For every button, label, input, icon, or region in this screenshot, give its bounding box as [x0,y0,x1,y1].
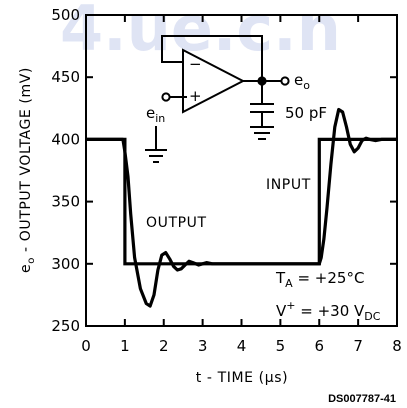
plus-input-sign: + [189,87,202,105]
watermark-text: 4.ue.c.n [60,0,341,65]
x-tick-label: 8 [392,337,402,355]
minus-input-sign: − [189,55,202,73]
x-tick-label: 1 [120,337,130,355]
op-amp-circuit [145,35,290,163]
x-tick-label: 6 [314,337,324,355]
x-tick-label: 7 [353,337,363,355]
y-tick-label: 250 [51,317,80,335]
series-line-output [86,107,397,308]
y-axis-label: eo - OUTPUT VOLTAGE (mV) [18,67,37,273]
plot-frame [85,14,398,327]
y-tick-label: 400 [51,130,80,148]
document-code: DS007787-41 [328,393,396,405]
output-label: OUTPUT [146,215,207,231]
op-amp-triangle-icon [182,48,246,114]
ambient-temp-label: TA = +25°C [275,269,364,290]
y-tick-label: 300 [51,255,80,273]
capacitor-label: 50 pF [285,104,327,122]
axis-tick-labels: 0 1 2 3 4 5 6 7 8 250 300 350 400 450 500 [51,6,401,355]
x-tick-label: 2 [159,337,169,355]
x-tick-label: 4 [237,337,247,355]
output-terminal-label: eo [294,71,310,92]
y-axis-title: eo - OUTPUT VOLTAGE (mV) [18,67,37,273]
input-label: INPUT [266,177,311,193]
y-tick-label: 350 [51,193,80,211]
y-tick-label: 450 [51,68,80,86]
x-axis-label: t - TIME (µs) [196,370,288,386]
feedback-wire [161,35,263,81]
x-tick-label: 5 [276,337,286,355]
supply-voltage-label: V+ = +30 VDC [276,299,381,323]
input-terminal-icon [161,92,171,102]
x-tick-label: 3 [198,337,208,355]
output-terminal-icon [280,76,290,86]
input-terminal-label: ein [146,104,165,125]
y-tick-label: 500 [51,6,80,24]
x-tick-label: 0 [81,337,91,355]
